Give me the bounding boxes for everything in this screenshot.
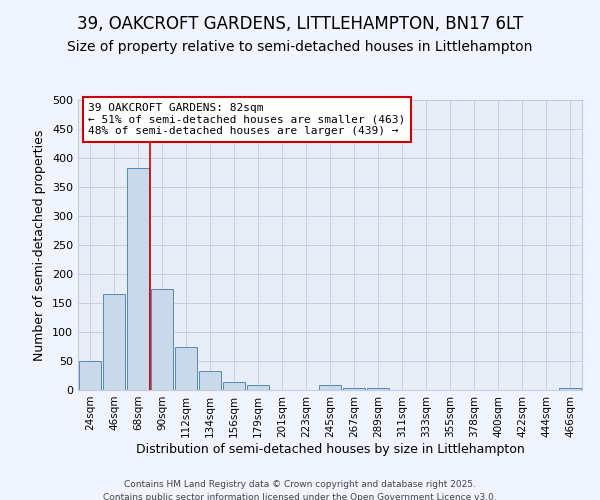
Bar <box>127 168 149 390</box>
Bar <box>175 346 197 390</box>
Y-axis label: Number of semi-detached properties: Number of semi-detached properties <box>34 130 46 360</box>
Text: Contains HM Land Registry data © Crown copyright and database right 2025.: Contains HM Land Registry data © Crown c… <box>124 480 476 489</box>
Bar <box>319 386 341 390</box>
Bar <box>367 388 389 390</box>
Bar <box>79 361 101 390</box>
Text: Contains public sector information licensed under the Open Government Licence v3: Contains public sector information licen… <box>103 492 497 500</box>
Bar <box>559 388 581 390</box>
Bar <box>223 382 245 390</box>
Text: 39 OAKCROFT GARDENS: 82sqm
← 51% of semi-detached houses are smaller (463)
48% o: 39 OAKCROFT GARDENS: 82sqm ← 51% of semi… <box>88 103 406 136</box>
Bar <box>151 288 173 390</box>
Bar <box>343 388 365 390</box>
Bar <box>199 371 221 390</box>
Text: Size of property relative to semi-detached houses in Littlehampton: Size of property relative to semi-detach… <box>67 40 533 54</box>
X-axis label: Distribution of semi-detached houses by size in Littlehampton: Distribution of semi-detached houses by … <box>136 442 524 456</box>
Bar <box>247 386 269 390</box>
Text: 39, OAKCROFT GARDENS, LITTLEHAMPTON, BN17 6LT: 39, OAKCROFT GARDENS, LITTLEHAMPTON, BN1… <box>77 15 523 33</box>
Bar <box>103 294 125 390</box>
